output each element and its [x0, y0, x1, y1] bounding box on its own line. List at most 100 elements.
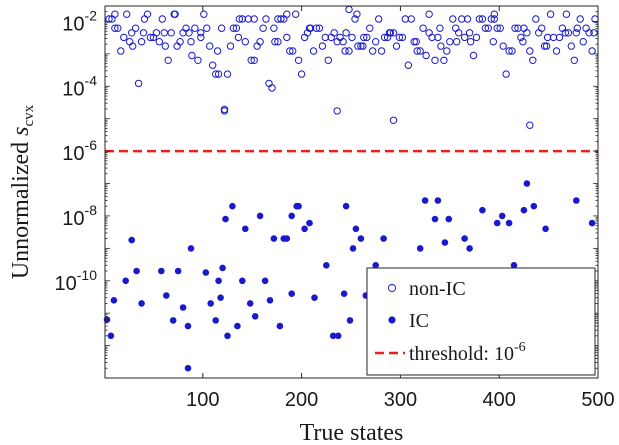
ic-point — [266, 297, 274, 304]
non-ic-point — [256, 38, 264, 46]
ic-point — [340, 290, 348, 298]
non-ic-point — [443, 47, 451, 55]
y-axis-label: Unnormalized scvx — [8, 104, 37, 279]
non-ic-point — [465, 29, 474, 37]
non-ic-point — [206, 42, 214, 50]
ic-point — [505, 219, 513, 227]
non-ic-point — [234, 33, 243, 42]
non-ic-point — [351, 15, 359, 23]
non-ic-point — [283, 33, 291, 42]
non-ic-point — [300, 33, 309, 42]
non-ic-point — [558, 24, 567, 32]
ic-point — [229, 202, 236, 210]
non-ic-point — [111, 24, 119, 32]
non-ic-point — [247, 56, 255, 64]
x-tick-label: 300 — [384, 389, 417, 411]
ic-point — [323, 262, 330, 269]
non-ic-point — [158, 15, 167, 23]
legend: non-IC IC threshold: 10-6 — [366, 267, 596, 376]
non-ic-point — [200, 10, 208, 18]
ic-point — [138, 300, 145, 307]
non-ic-point — [176, 38, 184, 46]
plot-frame — [104, 5, 599, 379]
non-ic-point — [123, 10, 131, 18]
non-ic-point — [353, 10, 361, 18]
legend-threshold-prefix: threshold: — [409, 343, 494, 365]
non-ic-point — [342, 29, 350, 37]
non-ic-point — [217, 24, 226, 32]
non-ic-point — [380, 33, 389, 42]
ic-point — [219, 264, 226, 272]
non-ic-point — [490, 10, 498, 18]
non-ic-point — [117, 47, 125, 55]
legend-box — [366, 267, 596, 376]
non-ic-point — [466, 38, 475, 46]
y-tick-label: 10-2 — [62, 7, 97, 35]
non-ic-point — [241, 38, 250, 46]
non-ic-point — [475, 15, 484, 23]
non-ic-point — [232, 24, 241, 32]
non-ic-point — [360, 33, 368, 42]
ic-point — [357, 235, 365, 242]
non-ic-point — [535, 29, 543, 37]
ic-point — [542, 225, 549, 233]
non-ic-point — [526, 47, 534, 55]
non-ic-point — [114, 24, 122, 32]
non-ic-point — [345, 47, 353, 55]
non-ic-point — [111, 10, 119, 18]
non-ic-point — [502, 70, 510, 78]
non-ic-point — [511, 24, 519, 32]
non-ic-point — [105, 15, 113, 23]
non-ic-point — [271, 38, 279, 46]
non-ic-point — [434, 33, 442, 42]
non-ic-point — [576, 15, 584, 23]
ic-point — [288, 212, 296, 220]
non-ic-point — [526, 121, 534, 129]
x-axis-label: True states — [300, 420, 404, 445]
non-ic-point — [131, 24, 140, 32]
x-axis-ticks: 100 200 300 400 500 — [186, 6, 615, 411]
x-tick-label: 100 — [186, 389, 219, 411]
ic-point — [466, 245, 473, 252]
ic-point — [288, 290, 296, 298]
ic-point — [276, 322, 284, 330]
legend-non-ic-label: non-IC — [409, 278, 466, 300]
ic-point — [110, 297, 118, 304]
non-ic-point — [167, 29, 175, 37]
non-ic-point — [187, 38, 195, 46]
non-ic-point — [223, 70, 232, 78]
ic-point — [202, 269, 210, 276]
non-ic-point — [440, 56, 448, 64]
non-ic-point — [572, 29, 580, 37]
non-ic-point — [552, 47, 561, 55]
ic-point — [301, 225, 308, 233]
non-ic-point — [330, 29, 338, 37]
non-ic-point — [431, 56, 439, 64]
ic-point — [311, 294, 318, 302]
legend-ic-label: IC — [409, 310, 429, 332]
non-ic-point — [369, 47, 377, 55]
non-ic-point — [226, 42, 235, 50]
non-ic-point — [573, 24, 581, 32]
y-axis-ticks: 10-10 10-8 10-6 10-4 10-2 — [55, 5, 598, 379]
ic-point — [187, 245, 195, 252]
ic-point — [179, 304, 187, 311]
non-ic-point — [229, 24, 238, 32]
non-ic-point — [372, 38, 380, 46]
non-ic-point — [191, 24, 199, 32]
non-ic-point — [134, 79, 143, 88]
ic-point — [246, 300, 254, 307]
non-ic-point — [570, 56, 578, 64]
non-ic-point — [455, 29, 463, 37]
non-ic-point — [395, 33, 404, 42]
non-ic-point — [212, 70, 220, 78]
ic-point — [416, 245, 424, 252]
non-ic-point — [410, 38, 418, 46]
non-ic-point — [164, 56, 172, 64]
ic-point — [352, 225, 360, 233]
non-ic-point — [517, 33, 525, 42]
non-ic-point — [472, 33, 481, 42]
y-tick-label: 10-8 — [62, 202, 97, 230]
non-ic-point — [579, 38, 587, 46]
